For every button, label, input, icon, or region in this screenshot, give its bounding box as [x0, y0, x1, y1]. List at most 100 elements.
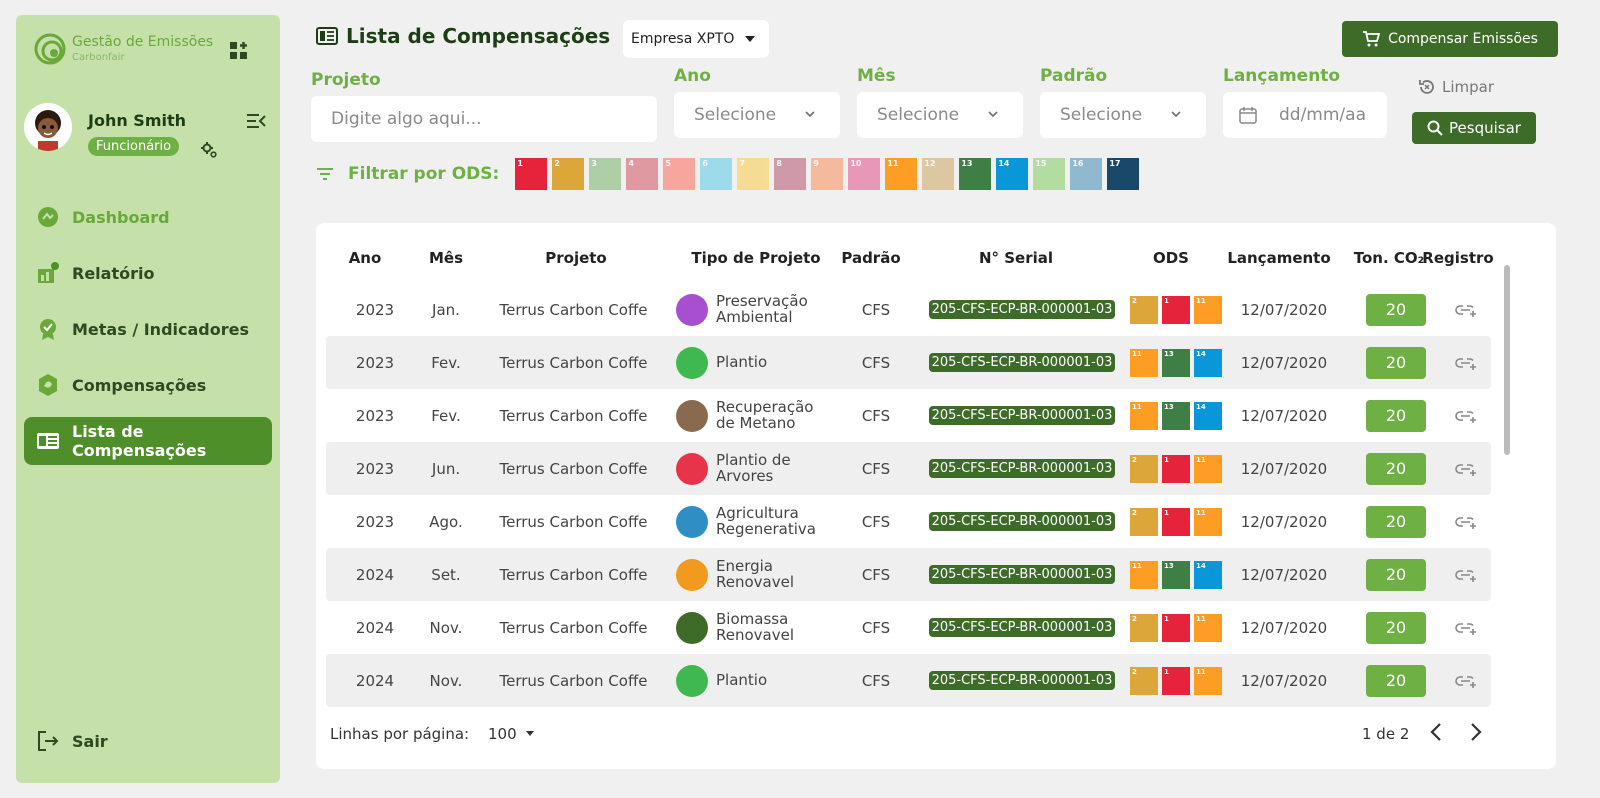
column-header-tipo[interactable]: Tipo de Projeto [691, 249, 821, 267]
sdg-badge: 1 [1162, 454, 1190, 483]
mes-select[interactable]: Selecione [857, 92, 1023, 138]
table-row[interactable]: 2023 Fev. Terrus Carbon Coffe Recuperação de… [326, 389, 1491, 442]
chevron-right-icon[interactable] [1464, 721, 1486, 743]
company-select[interactable]: Empresa XPTO [623, 20, 769, 58]
ods-filter-tile[interactable]: 3 [589, 158, 622, 190]
ods-filter-tile[interactable]: 6 [700, 158, 733, 190]
sidebar-item-compensacoes[interactable]: Compensações [24, 361, 272, 409]
compensate-emissions-button[interactable]: Compensar Emissões [1342, 21, 1558, 57]
link-add-icon[interactable] [1455, 514, 1477, 530]
avatar[interactable] [24, 103, 72, 151]
column-header-registro[interactable]: Registro [1422, 249, 1494, 267]
table-row[interactable]: 2023 Ago. Terrus Carbon Coffe Agricultura Re… [326, 495, 1491, 548]
ods-filter-tile[interactable]: 17 [1107, 158, 1140, 190]
cell-serial: 205-CFS-ECP-BR-000001-03 [922, 283, 1122, 336]
sdg-number: 2 [1132, 455, 1137, 464]
report-icon [38, 262, 59, 283]
sidebar-item-metas[interactable]: Metas / Indicadores [24, 305, 272, 353]
project-type-icon [676, 505, 708, 538]
ods-filter-tile[interactable]: 16 [1070, 158, 1103, 190]
ods-filter-tile[interactable]: 14 [996, 158, 1029, 190]
ods-filter-tile[interactable]: 13 [959, 158, 992, 190]
ods-filter-tile[interactable]: 9 [811, 158, 844, 190]
scrollbar-thumb[interactable] [1504, 265, 1510, 455]
ods-filter-tile[interactable]: 4 [626, 158, 659, 190]
projeto-input[interactable]: Digite algo aqui... [311, 96, 657, 142]
column-header-projeto[interactable]: Projeto [545, 249, 607, 267]
table-row[interactable]: 2024 Nov. Terrus Carbon Coffe Plantio CFS 205… [326, 654, 1491, 707]
sdg-badge: 13 [1162, 401, 1190, 430]
cell-registro [1436, 283, 1496, 336]
link-add-icon[interactable] [1455, 408, 1477, 424]
clear-filters-button[interactable]: Limpar [1418, 78, 1494, 96]
cell-projeto: Terrus Carbon Coffe [499, 512, 648, 531]
link-add-icon[interactable] [1455, 620, 1477, 636]
lancamento-date-input[interactable]: dd/mm/aa [1223, 92, 1387, 138]
sidebar-item-lista-compensacoes[interactable]: Lista de Compensações [24, 417, 272, 465]
sidebar-item-label: Dashboard [72, 207, 170, 227]
collapse-menu-icon[interactable] [246, 113, 266, 129]
column-header-serial[interactable]: N° Serial [978, 249, 1054, 267]
table-row[interactable]: 2023 Jun. Terrus Carbon Coffe Plantio de Arv… [326, 442, 1491, 495]
table-row[interactable]: 2024 Set. Terrus Carbon Coffe Energia Renova… [326, 548, 1491, 601]
settings-gear-icon[interactable] [200, 141, 218, 159]
ods-tile-number: 14 [998, 159, 1010, 168]
link-add-icon[interactable] [1455, 461, 1477, 477]
sdg-number: 13 [1164, 349, 1174, 358]
ano-select[interactable]: Selecione [674, 92, 840, 138]
ods-filter-tile[interactable]: 2 [552, 158, 585, 190]
ods-filter-tile[interactable]: 12 [922, 158, 955, 190]
table-row[interactable]: 2023 Fev. Terrus Carbon Coffe Plantio CFS 205… [326, 336, 1491, 389]
project-type-line1: Plantio [716, 352, 768, 371]
column-header-mes[interactable]: Mês [428, 249, 464, 267]
sdg-number: 2 [1132, 508, 1137, 517]
ods-filter-tile[interactable]: 1 [515, 158, 548, 190]
ods-filter-tile[interactable]: 11 [885, 158, 918, 190]
link-add-icon[interactable] [1455, 673, 1477, 689]
ods-filter-tile[interactable]: 7 [737, 158, 770, 190]
filter-icon[interactable] [316, 167, 334, 181]
sidebar-item-relatorio[interactable]: Relatório [24, 249, 272, 297]
ods-tile-number: 9 [813, 159, 819, 168]
sidebar-item-dashboard[interactable]: Dashboard [24, 193, 272, 241]
cell-tipo-projeto: Agricultura Regenerativa [676, 495, 846, 548]
cell-ton-co2: 20 [1356, 442, 1436, 495]
ods-tile-number: 15 [1035, 159, 1047, 168]
column-header-padrao[interactable]: Padrão [841, 249, 901, 267]
sidebar-item-sair[interactable]: Sair [24, 717, 272, 765]
caret-down-icon[interactable] [526, 731, 534, 736]
ods-tile-number: 6 [702, 159, 708, 168]
column-header-ano[interactable]: Ano [348, 249, 382, 267]
link-add-icon[interactable] [1455, 302, 1477, 318]
link-add-icon[interactable] [1455, 355, 1477, 371]
ods-filter-tile[interactable]: 8 [774, 158, 807, 190]
project-type-line2: Ambiental [716, 307, 793, 326]
project-type-line1: Energia [716, 556, 773, 575]
cell-lancamento: 12/07/2020 [1240, 353, 1328, 372]
main-content: Lista de Compensações Empresa XPTO Compe… [300, 0, 1600, 798]
ods-filter-tile[interactable]: 5 [663, 158, 696, 190]
cell-padrao: CFS [861, 300, 891, 319]
ods-filter-tile[interactable]: 15 [1033, 158, 1066, 190]
table-row[interactable]: 2024 Nov. Terrus Carbon Coffe Biomassa Renov… [326, 601, 1491, 654]
link-add-icon[interactable] [1455, 567, 1477, 583]
search-button[interactable]: Pesquisar [1412, 112, 1536, 144]
cell-tipo-projeto: Plantio [676, 654, 846, 707]
sdg-badge: 14 [1194, 401, 1222, 430]
grid-add-icon[interactable] [229, 41, 249, 61]
column-header-lancamento[interactable]: Lançamento [1227, 249, 1331, 267]
brand[interactable]: Gestão de Emissões Carbonfair [34, 33, 213, 65]
ods-tile-number: 7 [739, 159, 745, 168]
project-type-line1: Recuperação [716, 397, 814, 416]
column-header-ods[interactable]: ODS [1152, 249, 1189, 267]
cell-padrao: CFS [861, 671, 891, 690]
table-row[interactable]: 2023 Jan. Terrus Carbon Coffe Preservação Am… [326, 283, 1491, 336]
rows-per-page-select[interactable]: 100 [488, 725, 517, 743]
column-header-ton-co2[interactable]: Ton. CO₂ [1353, 249, 1425, 267]
sdg-badge: 14 [1194, 560, 1222, 589]
chevron-left-icon[interactable] [1426, 721, 1448, 743]
padrao-select[interactable]: Selecione [1040, 92, 1206, 138]
ods-filter-tile[interactable]: 10 [848, 158, 881, 190]
cell-ods: 11 13 14 [1128, 389, 1228, 442]
cell-projeto: Terrus Carbon Coffe [499, 671, 648, 690]
